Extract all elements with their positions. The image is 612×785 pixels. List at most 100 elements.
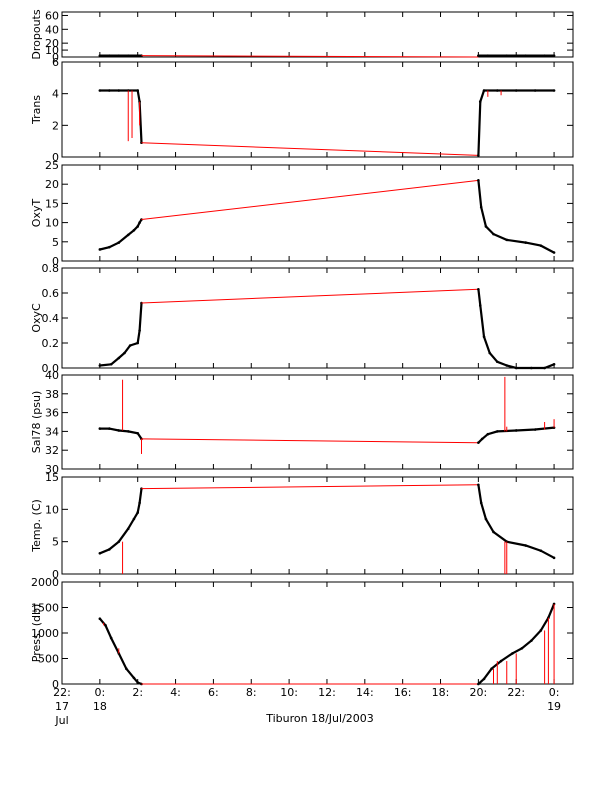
data-point xyxy=(520,647,524,650)
series-ascent xyxy=(477,603,556,685)
data-point xyxy=(539,549,543,553)
data-point xyxy=(108,89,111,92)
data-point xyxy=(123,351,126,355)
y-tick-label: 10 xyxy=(45,44,59,57)
y-axis-label: OxyT xyxy=(30,199,43,228)
data-point xyxy=(486,54,490,57)
y-tick-label: 40 xyxy=(45,369,59,382)
series-gap xyxy=(141,179,479,220)
panel-frame xyxy=(61,267,574,369)
data-point xyxy=(533,428,537,431)
x-tick-label: 18 xyxy=(93,700,107,713)
data-point xyxy=(482,89,486,92)
data-point xyxy=(488,351,492,355)
data-point xyxy=(109,636,113,640)
y-tick-label: 10 xyxy=(45,503,59,516)
data-point xyxy=(126,54,130,57)
panel-7: 0 500 1000 1500 2000 Press. (db) xyxy=(30,576,574,691)
data-point xyxy=(539,244,543,247)
y-tick-label: 38 xyxy=(45,388,59,401)
y-tick-label: 2000 xyxy=(31,576,59,589)
data-point xyxy=(543,366,546,370)
data-point xyxy=(495,89,499,92)
y-tick-label: 0 xyxy=(52,678,59,691)
data-point xyxy=(477,483,480,487)
series-gap xyxy=(141,288,479,304)
y-tick-label: 40 xyxy=(45,23,59,36)
y-tick-label: 0.8 xyxy=(42,262,60,275)
y-axis-label: Press. (db) xyxy=(30,604,43,663)
data-point xyxy=(492,232,495,236)
y-tick-label: 32 xyxy=(45,444,59,457)
data-point xyxy=(126,233,130,237)
series-gap xyxy=(141,438,479,444)
data-point xyxy=(117,356,121,360)
data-point xyxy=(140,141,143,145)
data-point xyxy=(482,677,486,681)
data-point xyxy=(514,366,518,370)
y-tick-label: 20 xyxy=(45,178,59,191)
series-gap xyxy=(141,484,479,490)
data-point xyxy=(477,179,480,182)
x-tick-label: 16: xyxy=(394,686,412,699)
data-point xyxy=(140,301,143,305)
data-point xyxy=(98,617,102,621)
data-point xyxy=(136,681,140,684)
series-ascent xyxy=(477,484,555,559)
data-point xyxy=(477,287,480,291)
data-point xyxy=(505,364,509,367)
data-point xyxy=(543,54,546,57)
x-tick-label: 12: xyxy=(318,686,336,699)
data-point xyxy=(495,360,499,364)
x-tick-label: Jul xyxy=(54,714,68,727)
y-axis-label: Sal78 (psu) xyxy=(30,391,43,454)
data-point xyxy=(108,54,111,57)
y-tick-label: 1000 xyxy=(31,627,59,640)
panel-4: 0.0 0.2 0.4 0.6 0.8 OxyC xyxy=(30,262,574,375)
data-point xyxy=(492,530,495,534)
data-point xyxy=(138,221,141,224)
series-descent xyxy=(99,89,143,143)
data-point xyxy=(98,248,102,251)
data-point xyxy=(117,241,121,244)
panels: 010204060Dropouts0246Trans0510152025OxyT… xyxy=(30,9,574,691)
data-point xyxy=(128,344,132,347)
y-axis-label: OxyC xyxy=(30,303,43,333)
y-tick-label: 25 xyxy=(45,159,59,172)
data-point xyxy=(98,427,102,430)
y-tick-label: 0 xyxy=(52,151,59,164)
data-point xyxy=(140,54,143,57)
data-point xyxy=(495,430,499,433)
data-point xyxy=(552,54,556,57)
data-point xyxy=(136,341,140,345)
data-point xyxy=(539,629,543,632)
y-tick-label: 15 xyxy=(45,197,59,210)
series-ascent xyxy=(477,89,555,156)
data-point xyxy=(486,432,490,436)
data-point xyxy=(132,228,136,232)
data-point xyxy=(136,511,140,514)
data-point xyxy=(125,667,128,670)
x-tick-label: 0: xyxy=(549,686,560,699)
data-point xyxy=(126,527,130,531)
data-point xyxy=(132,676,136,680)
y-axis-label: Temp. (C) xyxy=(30,499,43,553)
x-tick-label: 22: xyxy=(507,686,525,699)
y-tick-label: 0.6 xyxy=(42,287,60,300)
x-tick-label: 6: xyxy=(208,686,219,699)
data-point xyxy=(552,556,556,560)
data-point xyxy=(477,441,480,444)
data-point xyxy=(484,225,488,228)
y-tick-label: 30 xyxy=(45,463,59,476)
data-point xyxy=(477,154,480,157)
series-gap xyxy=(141,142,479,156)
data-point xyxy=(524,544,527,547)
data-point xyxy=(499,659,503,663)
x-tick-label: 17 xyxy=(55,700,69,713)
data-point xyxy=(117,429,121,432)
data-point xyxy=(530,639,533,642)
y-tick-label: 36 xyxy=(45,407,59,420)
data-point xyxy=(505,54,509,57)
